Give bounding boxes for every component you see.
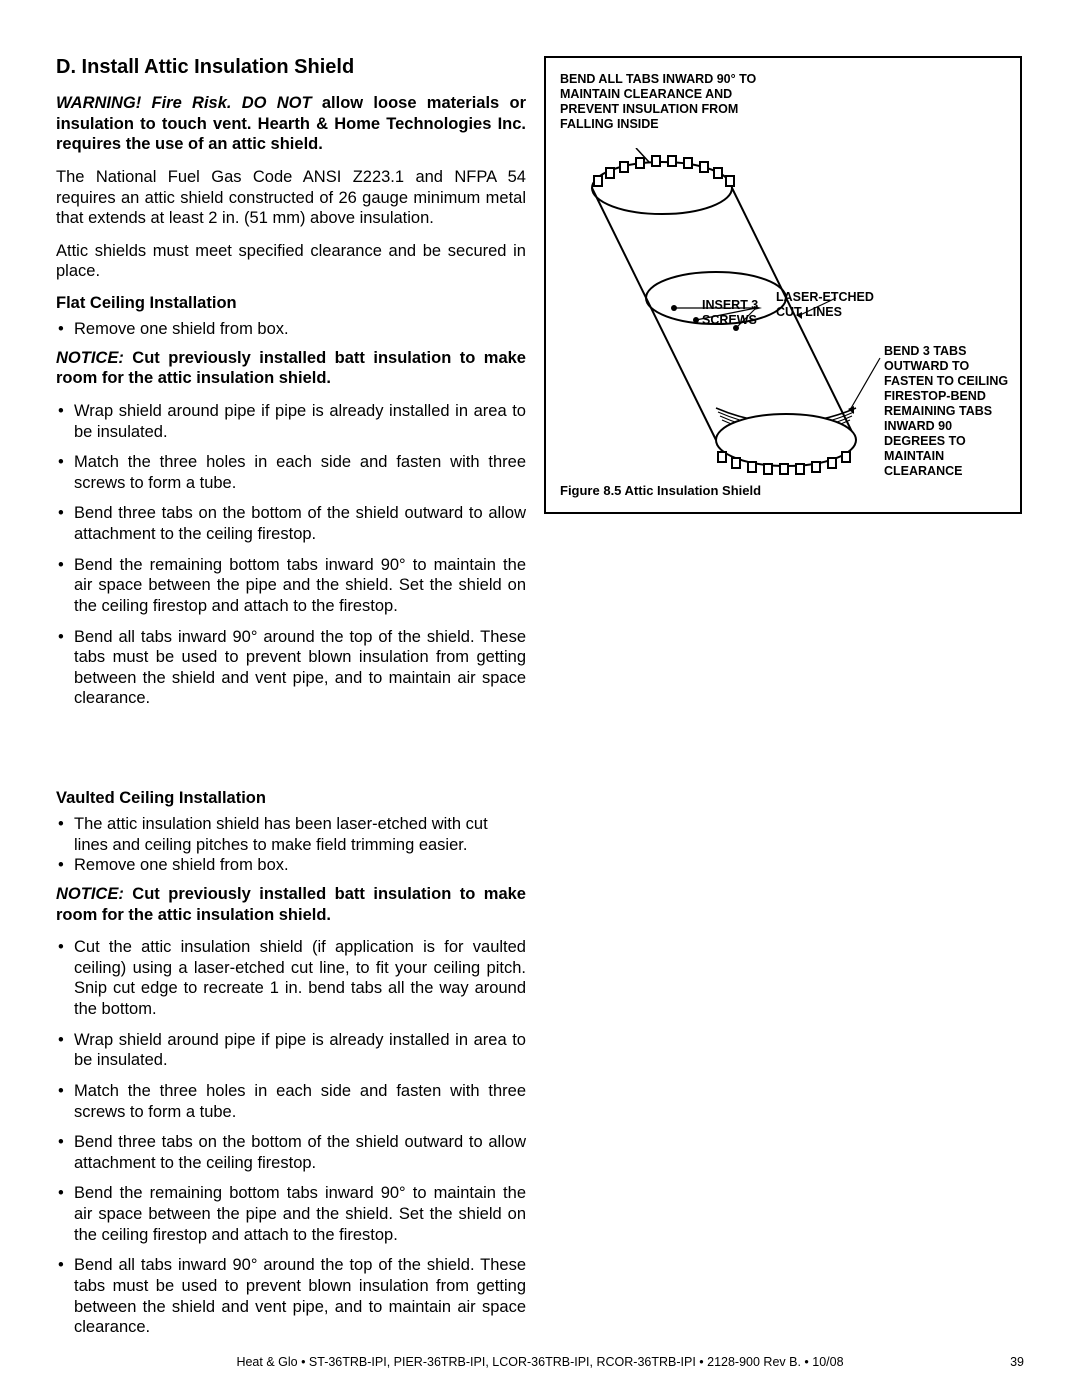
fig-label-laser: LASER-ETCHED CUT LINES (776, 290, 896, 320)
notice-lead: NOTICE: (56, 885, 132, 903)
fig-label-screws: INSERT 3 SCREWS (702, 298, 768, 328)
body-para-1: The National Fuel Gas Code ANSI Z223.1 a… (56, 167, 526, 229)
list-item: Remove one shield from box. (56, 319, 526, 340)
list-item: Match the three holes in each side and f… (56, 452, 526, 493)
notice-lead: NOTICE: (56, 349, 132, 367)
list-item: Wrap shield around pipe if pipe is alrea… (56, 401, 526, 442)
list-item: Match the three holes in each side and f… (56, 1081, 526, 1122)
warning-lead: WARNING! Fire Risk. DO NOT (56, 94, 322, 112)
vault-heading: Vaulted Ceiling Installation (56, 789, 526, 808)
fig-label-bend3: BEND 3 TABS OUTWARD TO FASTEN TO CEILING… (884, 344, 1014, 479)
notice-2: NOTICE: Cut previously installed batt in… (56, 884, 526, 925)
list-item: Bend the remaining bottom tabs inward 90… (56, 1183, 526, 1245)
list-item: Remove one shield from box. (56, 855, 526, 876)
notice-1: NOTICE: Cut previously installed batt in… (56, 348, 526, 389)
vault-first-steps: The attic insulation shield has been las… (56, 814, 526, 876)
warning-paragraph: WARNING! Fire Risk. DO NOT allow loose m… (56, 93, 526, 155)
list-item: Bend the remaining bottom tabs inward 90… (56, 555, 526, 617)
page-content: D. Install Attic Insulation Shield WARNI… (56, 56, 1024, 1348)
list-item: Bend three tabs on the bottom of the shi… (56, 1132, 526, 1173)
left-column: D. Install Attic Insulation Shield WARNI… (56, 56, 526, 1348)
list-item: Cut the attic insulation shield (if appl… (56, 937, 526, 1020)
flat-heading: Flat Ceiling Installation (56, 294, 526, 313)
list-item: Wrap shield around pipe if pipe is alrea… (56, 1030, 526, 1071)
list-item: Bend three tabs on the bottom of the shi… (56, 503, 526, 544)
list-item: The attic insulation shield has been las… (56, 814, 526, 855)
body-para-2: Attic shields must meet speciﬁed clearan… (56, 241, 526, 282)
page-number: 39 (1010, 1355, 1024, 1369)
fig-label-top: BEND ALL TABS INWARD 90° TO MAINTAIN CLE… (560, 72, 770, 132)
figure-caption: Figure 8.5 Attic Insulation Shield (560, 483, 761, 498)
flat-first-step: Remove one shield from box. (56, 319, 526, 340)
list-item: Bend all tabs inward 90° around the top … (56, 627, 526, 710)
right-column: BEND ALL TABS INWARD 90° TO MAINTAIN CLE… (544, 56, 1022, 1348)
page-footer: Heat & Glo • ST-36TRB-IPI, PIER-36TRB-IP… (0, 1355, 1080, 1369)
figure-box: BEND ALL TABS INWARD 90° TO MAINTAIN CLE… (544, 56, 1022, 514)
spacer (56, 719, 526, 789)
section-heading: D. Install Attic Insulation Shield (56, 56, 526, 79)
list-item: Bend all tabs inward 90° around the top … (56, 1255, 526, 1338)
vault-steps-list: Cut the attic insulation shield (if appl… (56, 937, 526, 1338)
flat-steps-list: Wrap shield around pipe if pipe is alrea… (56, 401, 526, 709)
